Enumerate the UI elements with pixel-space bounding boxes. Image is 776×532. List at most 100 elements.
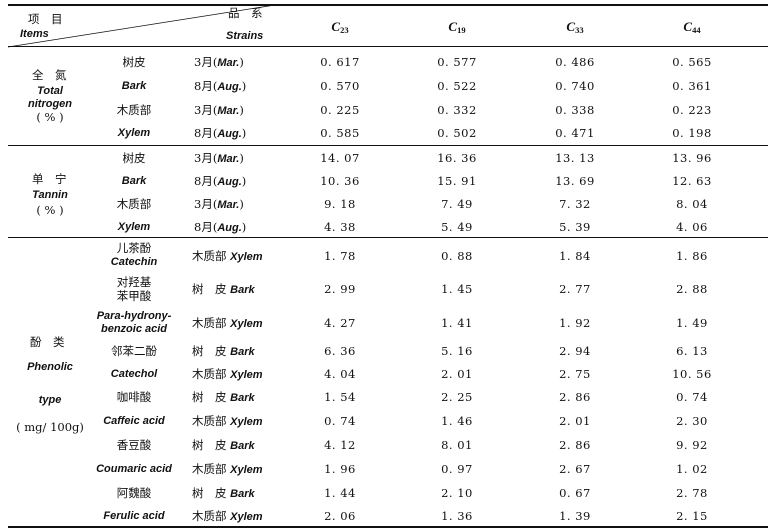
- tissue: 木质部 Xylem: [192, 367, 263, 381]
- tissue: 木质部 Xylem: [192, 462, 263, 476]
- cell-value: 9. 18: [324, 197, 356, 211]
- compound-name-cn: 对羟基: [116, 275, 152, 289]
- row-part: Bark: [121, 175, 147, 187]
- cell-value: 0. 97: [441, 462, 473, 476]
- cell-value: 2. 30: [676, 414, 708, 428]
- row-month: 8月(Aug.): [194, 79, 247, 93]
- cell-value: 0. 502: [437, 126, 477, 140]
- cell-value: 0. 332: [437, 103, 477, 117]
- cell-value: 1. 86: [676, 249, 708, 263]
- compound-name-en: Catechin: [110, 256, 158, 268]
- phenolic-label-en2: type: [38, 394, 62, 406]
- header-rule: [8, 46, 768, 47]
- cell-value: 0. 471: [555, 126, 595, 140]
- cell-value: 0. 740: [555, 79, 595, 93]
- row-part: 木质部: [116, 103, 152, 117]
- tannin-unit: ( % ): [36, 203, 64, 217]
- cell-value: 4. 38: [324, 220, 356, 234]
- cell-value: 15. 91: [437, 174, 477, 188]
- tannin-label-cn: 单 宁: [32, 172, 67, 186]
- column-header-c19: C19: [448, 19, 466, 36]
- cell-value: 1. 39: [559, 509, 591, 523]
- cell-value: 5. 16: [441, 344, 473, 358]
- tissue: 树 皮 Bark: [192, 282, 255, 296]
- cell-value: 1. 49: [676, 316, 708, 330]
- cell-value: 5. 49: [441, 220, 473, 234]
- cell-value: 2. 01: [441, 367, 473, 381]
- cell-value: 4. 27: [324, 316, 356, 330]
- cell-value: 1. 36: [441, 509, 473, 523]
- cell-value: 10. 56: [672, 367, 712, 381]
- cell-value: 1. 46: [441, 414, 473, 428]
- header-item-en: Items: [20, 28, 49, 40]
- bottom-rule: [8, 526, 768, 528]
- cell-value: 13. 96: [672, 151, 712, 165]
- cell-value: 7. 49: [441, 197, 473, 211]
- cell-value: 1. 54: [324, 390, 356, 404]
- cell-value: 2. 99: [324, 282, 356, 296]
- row-month: 3月(Mar.): [194, 103, 244, 117]
- cell-value: 4. 04: [324, 367, 356, 381]
- cell-value: 0. 198: [672, 126, 712, 140]
- cell-value: 13. 69: [555, 174, 595, 188]
- cell-value: 2. 86: [559, 438, 591, 452]
- row-month: 3月(Mar.): [194, 55, 244, 69]
- cell-value: 1. 92: [559, 316, 591, 330]
- cell-value: 9. 92: [676, 438, 708, 452]
- cell-value: 1. 78: [324, 249, 356, 263]
- tissue: 树 皮 Bark: [192, 390, 255, 404]
- tissue: 木质部 Xylem: [192, 509, 263, 523]
- cell-value: 2. 94: [559, 344, 591, 358]
- header-item-cn: 项 目: [28, 12, 63, 26]
- column-header-c33: C33: [566, 19, 584, 36]
- cell-value: 0. 74: [676, 390, 708, 404]
- cell-value: 13. 13: [555, 151, 595, 165]
- cell-value: 7. 32: [559, 197, 591, 211]
- tissue: 树 皮 Bark: [192, 486, 255, 500]
- cell-value: 6. 36: [324, 344, 356, 358]
- row-part: 树皮: [122, 151, 146, 165]
- row-month: 8月(Aug.): [194, 126, 247, 140]
- compound-name-en: Caffeic acid: [103, 415, 165, 427]
- compound-name-cn: 阿魏酸: [116, 486, 152, 500]
- column-header-c23: C23: [331, 19, 349, 36]
- tannin-label-en: Tannin: [32, 189, 68, 201]
- cell-value: 2. 10: [441, 486, 473, 500]
- cell-value: 5. 39: [559, 220, 591, 234]
- cell-value: 2. 01: [559, 414, 591, 428]
- cell-value: 8. 04: [676, 197, 708, 211]
- tissue: 木质部 Xylem: [192, 414, 263, 428]
- compound-name-en: Ferulic acid: [103, 510, 165, 522]
- cell-value: 2. 75: [559, 367, 591, 381]
- top-rule: [8, 4, 768, 6]
- cell-value: 2. 67: [559, 462, 591, 476]
- cell-value: 16. 36: [437, 151, 477, 165]
- cell-value: 1. 44: [324, 486, 356, 500]
- row-month: 3月(Mar.): [194, 151, 244, 165]
- tissue: 树 皮 Bark: [192, 344, 255, 358]
- cell-value: 0. 74: [324, 414, 356, 428]
- compound-name-en: Catechol: [110, 368, 158, 380]
- compound-name-cn: 邻苯二酚: [111, 344, 157, 358]
- cell-value: 14. 07: [320, 151, 360, 165]
- phenolic-label-en1: Phenolic: [27, 361, 73, 373]
- compound-name-cn: 香豆酸: [116, 438, 152, 452]
- row-part: Xylem: [117, 127, 151, 139]
- row-month: 8月(Aug.): [194, 220, 247, 234]
- phenolic-label-cn: 酚 类: [30, 335, 65, 349]
- cell-value: 10. 36: [320, 174, 360, 188]
- cell-value: 1. 02: [676, 462, 708, 476]
- compound-name-en: Coumaric acid: [96, 463, 172, 475]
- cell-value: 0. 361: [672, 79, 712, 93]
- column-header-c44: C44: [683, 19, 701, 36]
- compound-name-cn-2: 苯甲酸: [116, 289, 152, 303]
- cell-value: 2. 88: [676, 282, 708, 296]
- cell-value: 12. 63: [672, 174, 712, 188]
- cell-value: 0. 88: [441, 249, 473, 263]
- row-part: 树皮: [122, 55, 146, 69]
- tissue: 树 皮 Bark: [192, 438, 255, 452]
- cell-value: 0. 486: [555, 55, 595, 69]
- cell-value: 2. 78: [676, 486, 708, 500]
- cell-value: 2. 86: [559, 390, 591, 404]
- header-diagonal: [7, 4, 276, 48]
